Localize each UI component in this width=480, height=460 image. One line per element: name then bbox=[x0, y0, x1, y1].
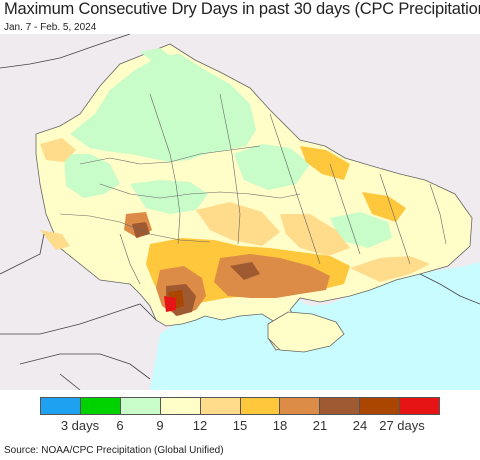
precipitation-map bbox=[0, 34, 480, 390]
legend-swatch bbox=[279, 398, 320, 414]
west-tan-zone bbox=[40, 138, 76, 162]
legend-tick-label: 21 bbox=[312, 418, 328, 433]
legend-swatch bbox=[199, 398, 240, 414]
legend-swatch bbox=[119, 398, 160, 414]
legend-tick-label: 27 days bbox=[379, 418, 425, 433]
northeast-orange-zone bbox=[300, 146, 350, 180]
south-tan-band bbox=[280, 214, 350, 256]
west-green-zone bbox=[64, 154, 120, 198]
southwest-tan-zone bbox=[40, 230, 70, 250]
legend-ticks: 3 days 6 9 12 15 18 21 24 27 days bbox=[40, 418, 440, 434]
darkbrown-sliver bbox=[230, 262, 260, 280]
neighbour-borders bbox=[0, 34, 480, 390]
central-darkbrown-spot bbox=[132, 222, 150, 238]
internal-borders bbox=[59, 93, 447, 285]
central-tan-zone bbox=[196, 202, 280, 246]
legend-tick-label: 15 bbox=[232, 418, 248, 433]
legend-tick-label: 18 bbox=[272, 418, 288, 433]
legend-swatch bbox=[399, 398, 440, 414]
legend-tick-label: 12 bbox=[192, 418, 208, 433]
legend-swatch bbox=[359, 398, 400, 414]
far-east-green-zone bbox=[330, 212, 392, 248]
legend-tick-label: 9 bbox=[156, 418, 164, 433]
east-coast-tan bbox=[350, 256, 430, 282]
legend-tick-label: 24 bbox=[352, 418, 368, 433]
map-title: Maximum Consecutive Dry Days in past 30 … bbox=[4, 0, 480, 18]
date-range: Jan. 7 - Feb. 5, 2024 bbox=[4, 22, 97, 33]
east-green-zone bbox=[234, 144, 310, 190]
east-orange-zone bbox=[362, 192, 406, 222]
legend-tick-label: 6 bbox=[116, 418, 124, 433]
legend-swatch bbox=[159, 398, 200, 414]
legend-swatch bbox=[239, 398, 280, 414]
north-green-zone bbox=[70, 54, 256, 162]
red-max-zone bbox=[164, 296, 176, 312]
legend-tick-label: 3 days bbox=[60, 418, 100, 433]
legend-swatch bbox=[41, 398, 80, 414]
source-note: Source: NOAA/CPC Precipitation (Global U… bbox=[4, 445, 224, 456]
legend-swatch bbox=[79, 398, 120, 414]
legend-swatch bbox=[319, 398, 360, 414]
crimea-region bbox=[267, 311, 345, 353]
north-small-green bbox=[140, 48, 172, 64]
color-legend bbox=[40, 397, 440, 415]
